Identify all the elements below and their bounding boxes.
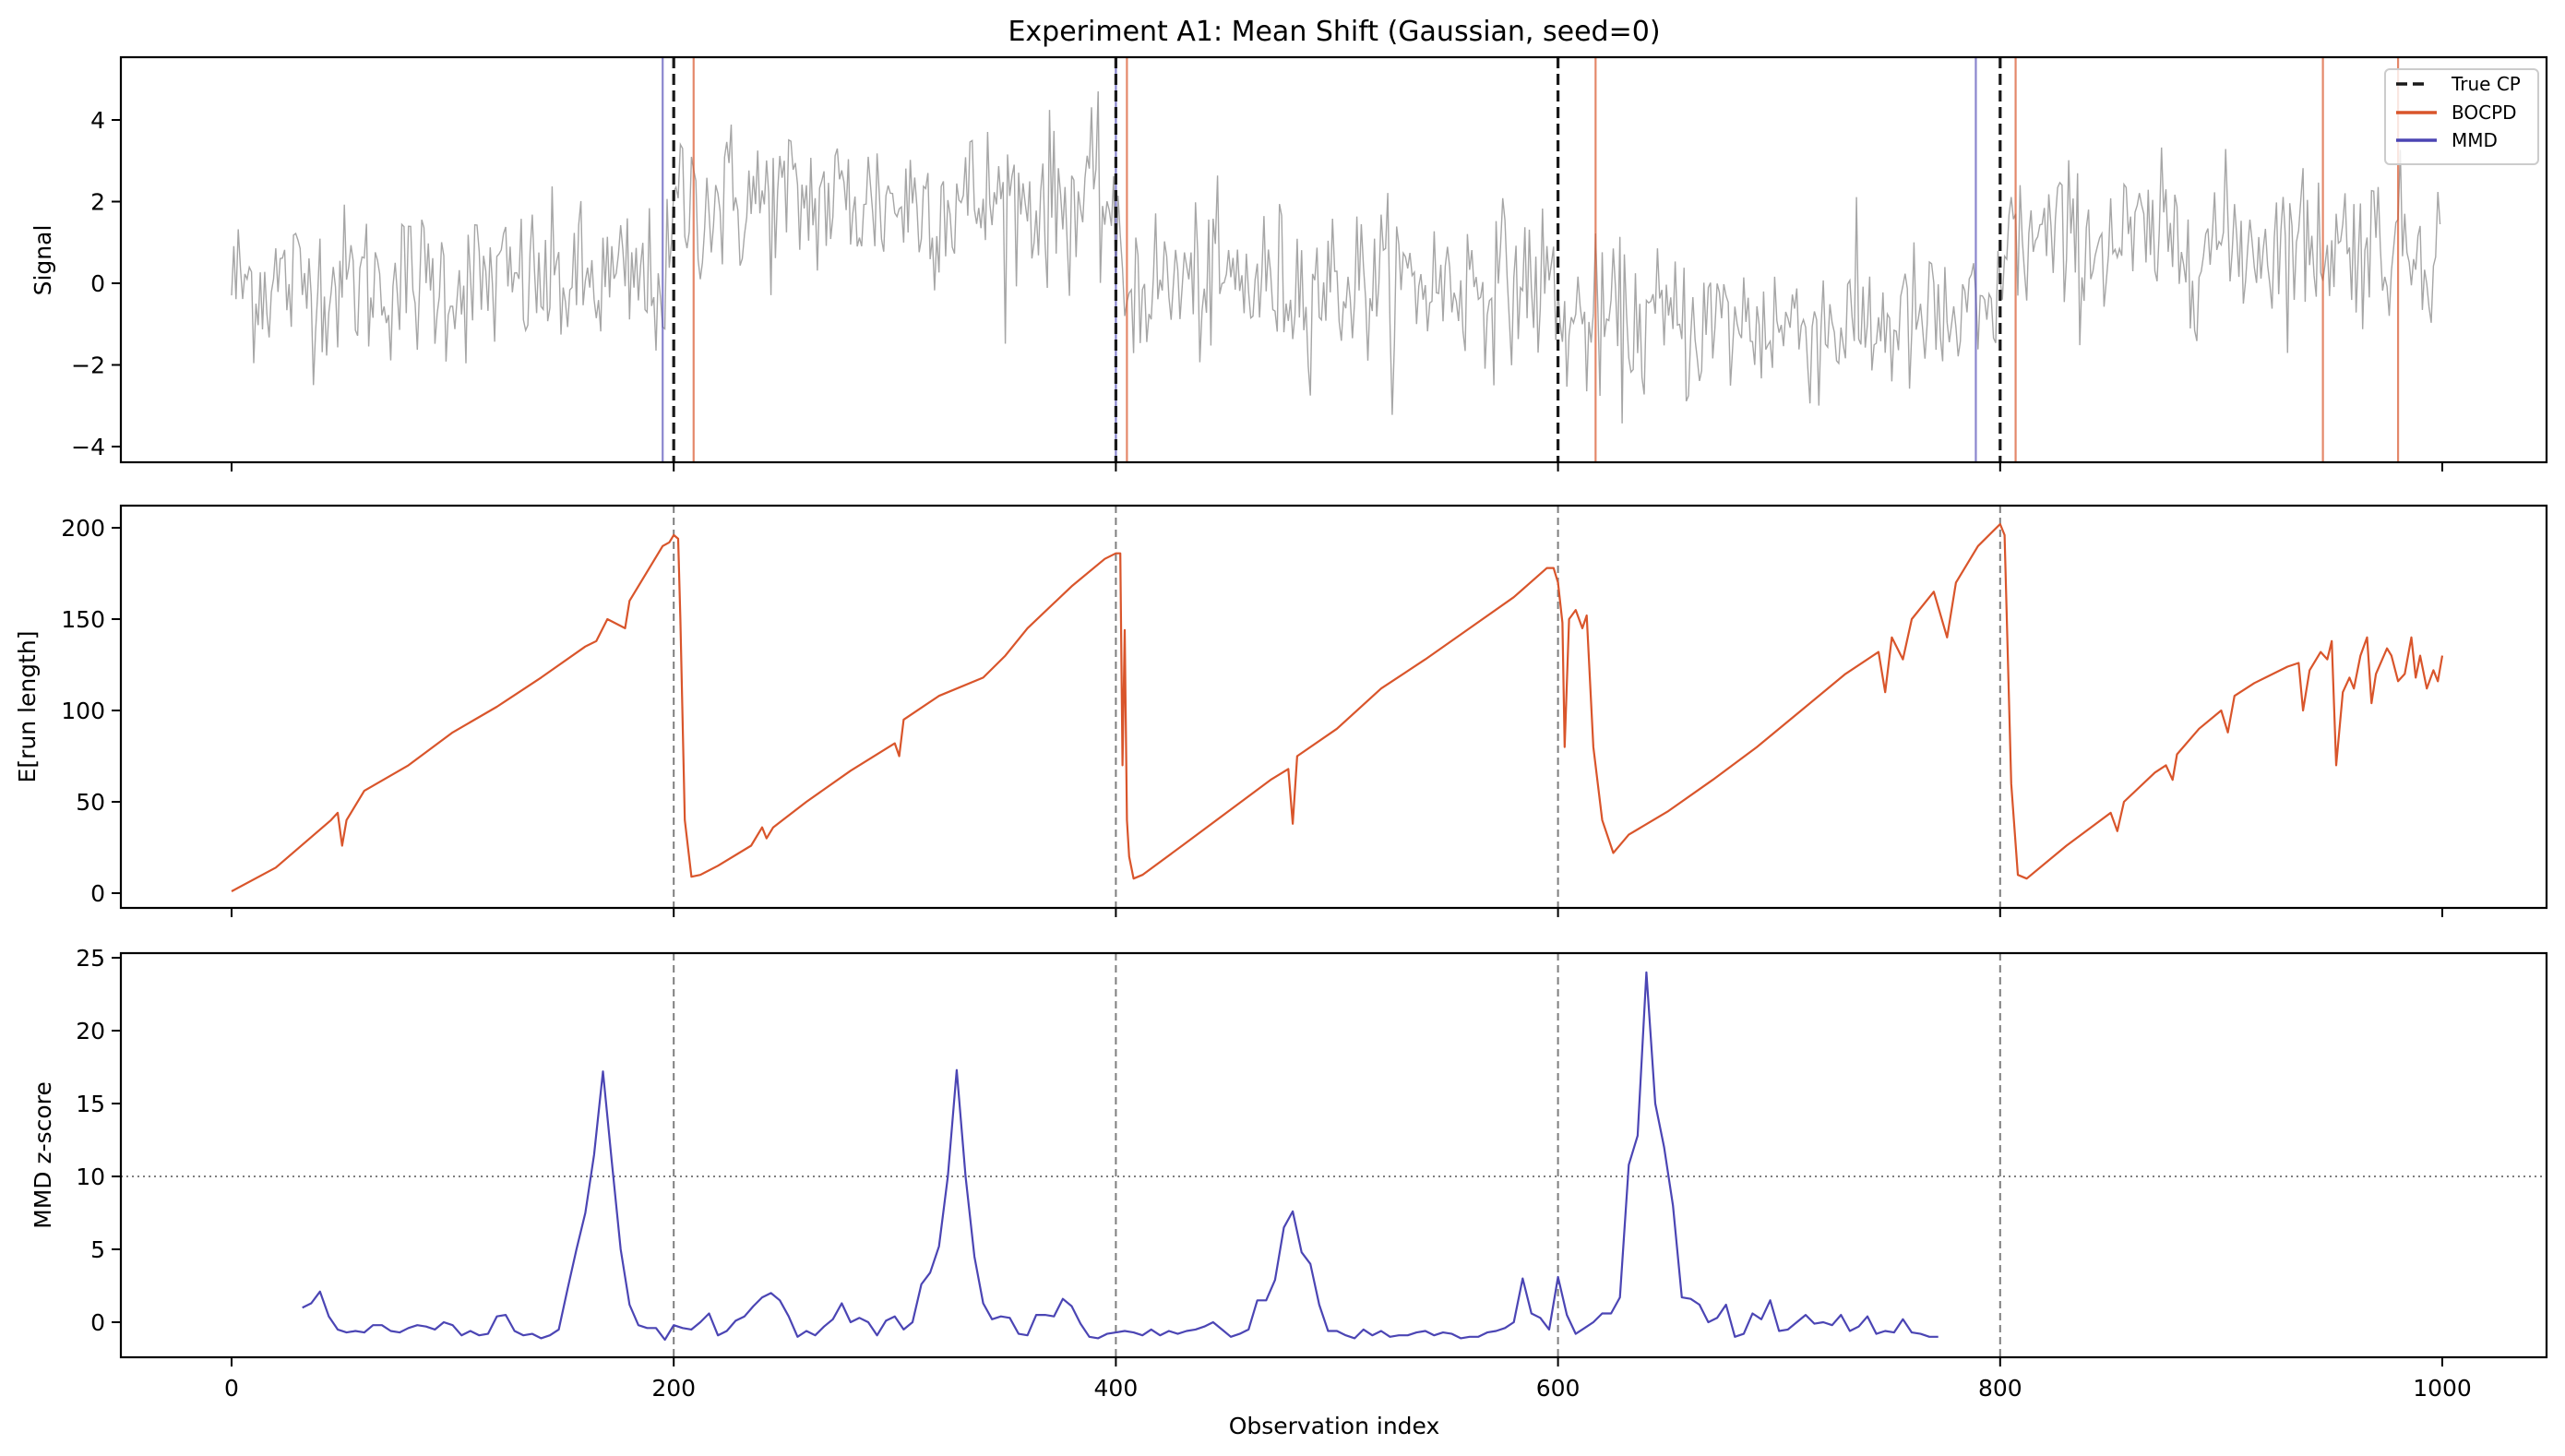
mmd-axes-frame	[119, 951, 2548, 1359]
y-tick-label: 25	[76, 945, 105, 972]
legend-item-true-cp: True CP	[2396, 73, 2521, 95]
run-length-ylabel: E[run length]	[14, 631, 41, 783]
run-length-line	[231, 522, 2444, 892]
y-tick-label: 50	[76, 789, 105, 816]
legend: True CP BOCPD MMD	[2384, 68, 2539, 165]
x-tick-label: 0	[224, 1375, 239, 1402]
mmd-ylabel: MMD z-score	[30, 1081, 56, 1229]
legend-label: BOCPD	[2452, 101, 2517, 124]
x-axis-label: Observation index	[1229, 1413, 1440, 1439]
y-tick-label: −2	[71, 352, 105, 379]
y-tick-label: 2	[90, 189, 105, 216]
y-tick-label: −4	[71, 434, 105, 460]
y-tick-label: 4	[90, 107, 105, 134]
y-tick-label: 5	[90, 1236, 105, 1263]
signal-axes-frame	[119, 55, 2548, 464]
figure-title: Experiment A1: Mean Shift (Gaussian, see…	[1008, 16, 1660, 48]
y-tick-label: 15	[76, 1091, 105, 1117]
y-tick-label: 200	[61, 515, 105, 542]
x-tick-label: 800	[1978, 1375, 2022, 1402]
run-length-axes: 0 50 100 150 200	[61, 515, 2443, 917]
x-tick-label: 600	[1536, 1375, 1581, 1402]
signal-ylabel: Signal	[30, 225, 56, 296]
legend-item-bocpd: BOCPD	[2396, 101, 2517, 124]
y-tick-label: 0	[90, 880, 105, 907]
legend-label: True CP	[2451, 73, 2521, 95]
legend-label: MMD	[2452, 129, 2498, 151]
y-tick-label: 0	[90, 1309, 105, 1336]
y-tick-label: 10	[76, 1164, 105, 1190]
legend-item-mmd: MMD	[2396, 129, 2498, 151]
run-length-plot-area	[231, 506, 2444, 908]
y-tick-label: 20	[76, 1018, 105, 1044]
signal-axes: −4 −2 0 2 4	[71, 107, 2443, 471]
run-length-panel: 0 50 100 150 200 E[run length]	[14, 504, 2548, 917]
x-tick-label: 400	[1094, 1375, 1139, 1402]
x-tick-label: 200	[651, 1375, 696, 1402]
y-tick-label: 150	[61, 606, 105, 633]
x-tick-label: 1000	[2413, 1375, 2472, 1402]
y-tick-label: 0	[90, 270, 105, 297]
run-length-axes-frame	[119, 504, 2548, 910]
mmd-zscore-line	[302, 971, 1939, 1342]
signal-plot-area	[231, 57, 2441, 462]
y-tick-label: 100	[61, 698, 105, 724]
signal-line	[231, 90, 2441, 424]
signal-panel: −4 −2 0 2 4 Signal True CP BOCPD MMD	[30, 55, 2548, 471]
mmd-plot-area	[121, 953, 2547, 1357]
mmd-axes: 0 5 10 15 20 25 0 200 400 600 800 1000	[76, 945, 2472, 1402]
